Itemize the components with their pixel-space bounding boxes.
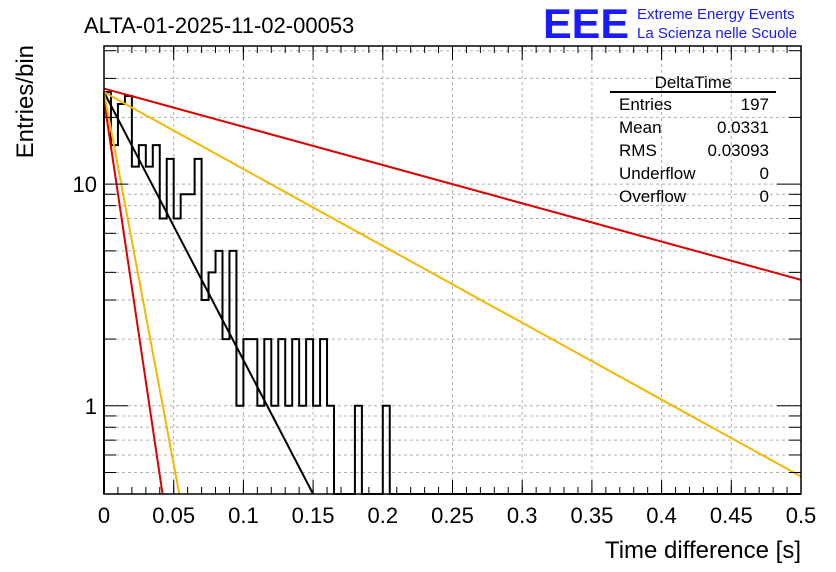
y-tick-label: 10 bbox=[73, 172, 97, 197]
stats-label-rms: RMS bbox=[619, 141, 657, 160]
fit-curve-fit bbox=[103, 91, 314, 495]
x-tick-label: 0.05 bbox=[152, 503, 195, 528]
histogram-bin bbox=[188, 194, 195, 494]
histogram-bin bbox=[202, 300, 209, 494]
stats-label-underflow: Underflow bbox=[619, 164, 696, 183]
stats-box: DeltaTime Entries 197 Mean 0.0331 RMS 0.… bbox=[610, 73, 776, 206]
histogram-bin bbox=[111, 145, 118, 494]
histogram-bin bbox=[139, 145, 146, 494]
histogram-bin bbox=[222, 339, 229, 494]
histogram-bin bbox=[292, 339, 299, 494]
eee-logo-mark: EEE bbox=[543, 0, 629, 47]
x-tick-label: 0.1 bbox=[228, 503, 259, 528]
fit-curve-red-fast bbox=[103, 99, 164, 495]
x-tick-label: 0.3 bbox=[507, 503, 538, 528]
stats-value-entries: 197 bbox=[741, 95, 769, 114]
y-axis-label: Entries/bin bbox=[12, 45, 39, 158]
histogram-bin bbox=[104, 92, 111, 494]
stats-value-rms: 0.03093 bbox=[708, 141, 769, 160]
histogram-bin bbox=[355, 406, 362, 494]
stats-value-overflow: 0 bbox=[760, 187, 769, 206]
fit-curve-red-slow bbox=[103, 87, 802, 281]
histogram-bin bbox=[250, 339, 257, 494]
eee-logo-line1: Extreme Energy Events bbox=[637, 6, 795, 23]
x-tick-label: 0.15 bbox=[292, 503, 335, 528]
stats-label-mean: Mean bbox=[619, 118, 662, 137]
eee-logo-line2: La Scienza nelle Scuole bbox=[637, 25, 797, 42]
histogram-bin bbox=[174, 218, 181, 494]
histogram-bin bbox=[313, 406, 320, 494]
chart-title: ALTA-01-2025-11-02-00053 bbox=[84, 13, 354, 38]
histogram-bin bbox=[216, 251, 223, 494]
x-tick-label: 0.35 bbox=[570, 503, 613, 528]
x-tick-label: 0.2 bbox=[368, 503, 399, 528]
fit-curve-yellow-slow bbox=[103, 91, 802, 478]
histogram-bin bbox=[383, 406, 390, 494]
x-tick-label: 0.4 bbox=[646, 503, 677, 528]
x-tick-label: 0 bbox=[98, 503, 110, 528]
histogram-bin bbox=[257, 406, 264, 494]
histogram-bin bbox=[299, 406, 306, 494]
eee-logo: EEE Extreme Energy Events La Scienza nel… bbox=[543, 0, 797, 47]
histogram-bin bbox=[160, 218, 167, 494]
stats-value-underflow: 0 bbox=[760, 164, 769, 183]
histogram-bin bbox=[327, 406, 334, 494]
histogram-bin bbox=[278, 339, 285, 494]
stats-label-entries: Entries bbox=[619, 95, 672, 114]
fit-curves-layer bbox=[103, 87, 802, 495]
histogram-bin bbox=[229, 251, 236, 494]
stats-value-mean: 0.0331 bbox=[717, 118, 769, 137]
x-tick-label: 0.25 bbox=[431, 503, 474, 528]
histogram-bin bbox=[320, 339, 327, 494]
histogram-bin bbox=[195, 159, 202, 494]
x-tick-label: 0.45 bbox=[710, 503, 753, 528]
histogram-bin bbox=[118, 104, 125, 494]
histogram-bin bbox=[264, 339, 271, 494]
x-axis-label: Time difference [s] bbox=[605, 537, 801, 564]
histogram-bin bbox=[125, 96, 132, 494]
x-tick-label: 0.5 bbox=[786, 503, 817, 528]
histogram-bin bbox=[306, 339, 313, 494]
histogram-bin bbox=[181, 194, 188, 494]
histogram-bin bbox=[236, 406, 243, 494]
stats-title: DeltaTime bbox=[655, 73, 732, 92]
grid-layer bbox=[104, 46, 801, 495]
ticks-layer: 0 0.05 0.1 0.15 0.2 0.25 0.3 0.35 0.4 0.45 0.5 1 10 bbox=[73, 46, 817, 528]
stats-label-overflow: Overflow bbox=[619, 187, 687, 206]
y-tick-label: 1 bbox=[85, 394, 97, 419]
fit-curve-yellow-fast bbox=[103, 91, 181, 495]
